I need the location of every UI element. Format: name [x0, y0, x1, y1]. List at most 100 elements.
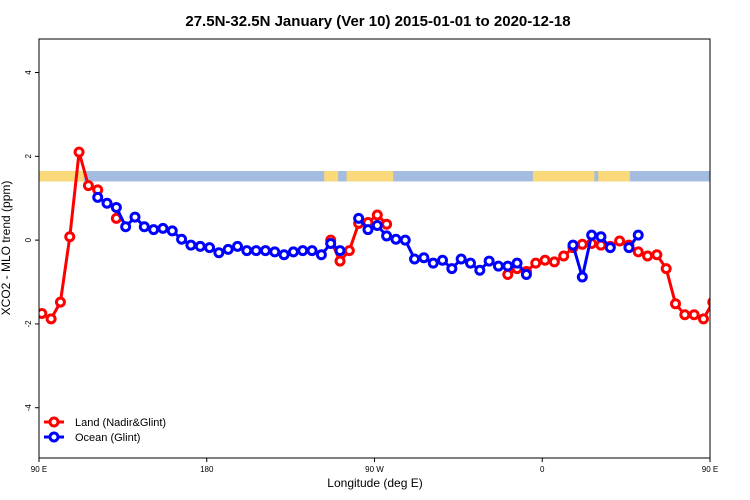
- band-land-1: [324, 170, 339, 182]
- data-point: [697, 313, 709, 325]
- data-point: [371, 219, 383, 231]
- data-point: [297, 245, 309, 257]
- data-point: [539, 254, 551, 266]
- data-point: [176, 233, 188, 245]
- legend-land-label: Land (Nadir&Glint): [75, 417, 166, 429]
- data-point: [455, 253, 467, 265]
- data-point: [39, 307, 48, 319]
- band-land-3: [532, 170, 595, 182]
- data-point: [45, 313, 57, 325]
- legend-land-marker: [48, 416, 60, 428]
- data-point: [278, 249, 290, 261]
- data-point: [287, 246, 299, 258]
- data-point: [399, 234, 411, 246]
- data-point: [492, 260, 504, 272]
- data-point: [604, 242, 616, 254]
- data-point: [474, 264, 486, 276]
- data-point: [148, 224, 160, 236]
- data-point: [73, 146, 85, 158]
- x-tick-label: 90 E: [31, 465, 47, 474]
- data-point: [688, 309, 700, 321]
- data-point: [120, 221, 132, 233]
- series-line-0-4: [741, 186, 750, 190]
- y-tick-label: -4: [24, 404, 33, 412]
- data-point: [576, 238, 588, 250]
- land-mask-band: [39, 170, 710, 182]
- data-point: [157, 222, 169, 234]
- data-point: [746, 186, 750, 194]
- legend-ocean-label: Ocean (Glint): [75, 432, 140, 444]
- data-point: [138, 221, 150, 233]
- data-point: [325, 237, 337, 249]
- data-point: [306, 245, 318, 257]
- data-point: [446, 263, 458, 275]
- data-point: [259, 245, 271, 257]
- data-point: [334, 245, 346, 257]
- data-point: [232, 240, 244, 252]
- x-tick-label: 90 E: [702, 465, 718, 474]
- x-tick-label: 180: [200, 465, 214, 474]
- data-point: [418, 252, 430, 264]
- data-point: [464, 257, 476, 269]
- data-point: [718, 233, 726, 241]
- data-point: [166, 225, 178, 237]
- band-land-0: [39, 170, 84, 182]
- band-land-4: [598, 170, 630, 182]
- series-layer: [39, 146, 750, 325]
- data-point: [437, 254, 449, 266]
- data-point: [204, 242, 216, 254]
- y-tick-label: 2: [24, 154, 33, 159]
- data-point: [54, 296, 66, 308]
- y-tick-label: -2: [24, 320, 33, 328]
- data-point: [64, 231, 76, 243]
- legend-ocean-marker: [48, 431, 60, 443]
- data-point: [101, 197, 113, 209]
- data-point: [548, 256, 560, 268]
- legend: Land (Nadir&Glint) Ocean (Glint): [44, 416, 166, 444]
- data-point: [746, 193, 750, 201]
- data-point: [595, 231, 607, 243]
- data-point: [110, 201, 122, 213]
- data-point: [241, 245, 253, 257]
- data-point: [483, 255, 495, 267]
- band-land-2: [346, 170, 394, 182]
- data-point: [530, 257, 542, 269]
- data-point: [362, 224, 374, 236]
- data-point: [315, 249, 327, 261]
- data-point: [651, 249, 663, 261]
- chart-title: 27.5N-32.5N January (Ver 10) 2015-01-01 …: [185, 13, 570, 30]
- data-point: [343, 245, 355, 257]
- data-point: [737, 182, 745, 190]
- x-tick-label: 0: [540, 465, 545, 474]
- y-axis-label: XCO2 - MLO trend (ppm): [0, 181, 13, 316]
- y-tick-label: 0: [24, 237, 33, 242]
- x-axis: 90 E 180 90 W 0 90 E: [31, 458, 718, 474]
- data-point: [679, 309, 691, 321]
- data-point: [576, 271, 588, 283]
- data-point: [632, 246, 644, 258]
- y-tick-label: 4: [24, 70, 33, 75]
- data-point: [632, 229, 644, 241]
- data-point: [390, 233, 402, 245]
- data-point: [381, 218, 393, 230]
- data-point: [670, 298, 682, 310]
- data-point: [511, 257, 523, 269]
- data-point: [502, 268, 514, 280]
- data-point: [660, 263, 672, 275]
- data-point: [727, 148, 735, 156]
- x-tick-label: 90 W: [365, 465, 384, 474]
- data-point: [222, 243, 234, 255]
- data-point: [623, 242, 635, 254]
- data-point: [92, 191, 104, 203]
- data-point: [586, 229, 598, 241]
- data-point: [520, 268, 532, 280]
- data-point: [642, 250, 654, 262]
- data-point: [502, 260, 514, 272]
- data-point: [82, 180, 94, 192]
- data-point: [269, 246, 281, 258]
- data-point: [567, 239, 579, 251]
- data-point: [129, 211, 141, 223]
- data-point: [371, 209, 383, 221]
- data-point: [614, 235, 626, 247]
